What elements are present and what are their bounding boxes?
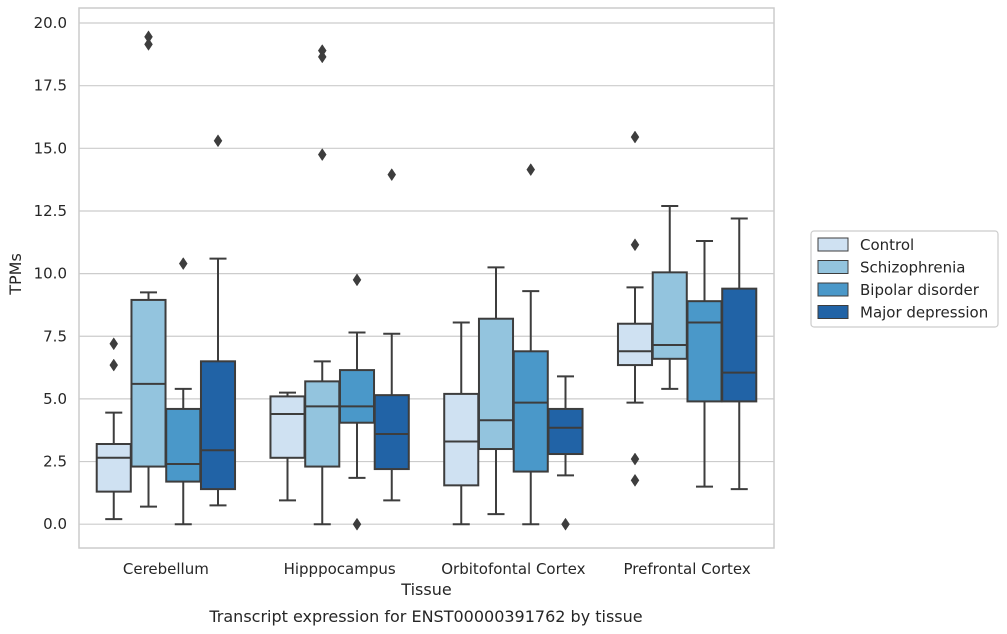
box-iqr: [304, 380, 341, 468]
box-2-1: [477, 266, 515, 516]
y-tick-label: 5.0: [43, 390, 67, 408]
box-1-2: [338, 273, 376, 531]
box-iqr: [269, 395, 306, 459]
legend-label: Bipolar disorder: [860, 281, 980, 299]
box-0-2: [165, 257, 202, 526]
box-1-0: [269, 391, 306, 502]
legend-label: Schizophrenia: [860, 259, 965, 277]
box-iqr: [338, 369, 376, 424]
legend-swatch: [817, 237, 849, 252]
legend-label: Control: [860, 236, 914, 254]
outlier-point: [144, 30, 153, 44]
box-3-1: [651, 204, 688, 390]
y-tick-label: 7.5: [43, 327, 67, 345]
box-iqr: [95, 443, 132, 493]
box-3-0: [616, 130, 654, 487]
box-3-2: [686, 240, 723, 488]
legend-swatch: [817, 305, 849, 319]
outlier-point: [352, 517, 362, 531]
outlier-point: [317, 44, 327, 58]
box-0-3: [199, 134, 237, 507]
legend: Control Schizophrenia Bipolar disorder Majo…: [810, 230, 999, 328]
outlier-point: [630, 130, 640, 144]
y-tick-label: 10.0: [34, 265, 67, 283]
outlier-point: [178, 257, 188, 271]
box-iqr: [512, 350, 549, 473]
box-1-3: [373, 168, 410, 502]
outlier-point: [561, 517, 570, 531]
x-axis-label: Tissue: [400, 580, 451, 599]
box-0-1: [130, 30, 167, 508]
y-tick-label: 20.0: [34, 14, 67, 32]
box-iqr: [616, 322, 654, 367]
box-iqr: [443, 392, 480, 487]
outlier-point: [213, 134, 223, 148]
y-tick-label: 0.0: [43, 515, 67, 533]
outlier-point: [144, 37, 153, 51]
outlier-point: [352, 273, 362, 287]
outlier-point: [317, 148, 327, 162]
plot-frame: [78, 7, 775, 549]
x-tick-label: Orbitofontal Cortex: [441, 560, 585, 578]
x-tick-label: Cerebellum: [123, 560, 209, 578]
y-tick-label: 12.5: [34, 202, 67, 220]
box-3-3: [721, 217, 758, 491]
box-0-0: [95, 337, 132, 521]
box-iqr: [686, 300, 723, 403]
outlier-point: [109, 337, 119, 351]
outlier-point: [630, 473, 640, 487]
y-tick-label: 17.5: [34, 77, 67, 95]
box-iqr: [547, 407, 584, 456]
x-tick-label: Hipppocampus: [284, 560, 396, 578]
x-tick-label: Prefrontal Cortex: [624, 560, 751, 578]
box-iqr: [721, 287, 758, 403]
outlier-point: [109, 358, 119, 372]
box-iqr: [477, 317, 515, 451]
outlier-point: [630, 238, 640, 252]
box-iqr: [373, 394, 410, 471]
plot-area: 0.0 2.5 5.0 7.5 10.0 12.5 15.0 17.5 20.0 Cerebell…: [34, 7, 775, 578]
legend-swatch: [817, 260, 849, 274]
outlier-point: [526, 163, 536, 177]
outlier-point: [387, 168, 397, 182]
chart-caption: Transcript expression for ENST0000039176…: [208, 607, 642, 626]
box-2-3: [547, 375, 584, 531]
legend-frame: [810, 230, 999, 328]
legend-label: Major depression: [860, 304, 988, 322]
legend-swatch: [817, 282, 849, 297]
y-tick-label: 15.0: [34, 139, 67, 157]
box-iqr: [165, 407, 202, 483]
box-2-0: [443, 321, 480, 526]
outlier-point: [630, 452, 640, 466]
box-iqr: [199, 360, 237, 491]
box-1-1: [304, 44, 341, 526]
y-axis-label: TPMs: [6, 253, 25, 296]
y-tick-label: 2.5: [43, 453, 67, 471]
